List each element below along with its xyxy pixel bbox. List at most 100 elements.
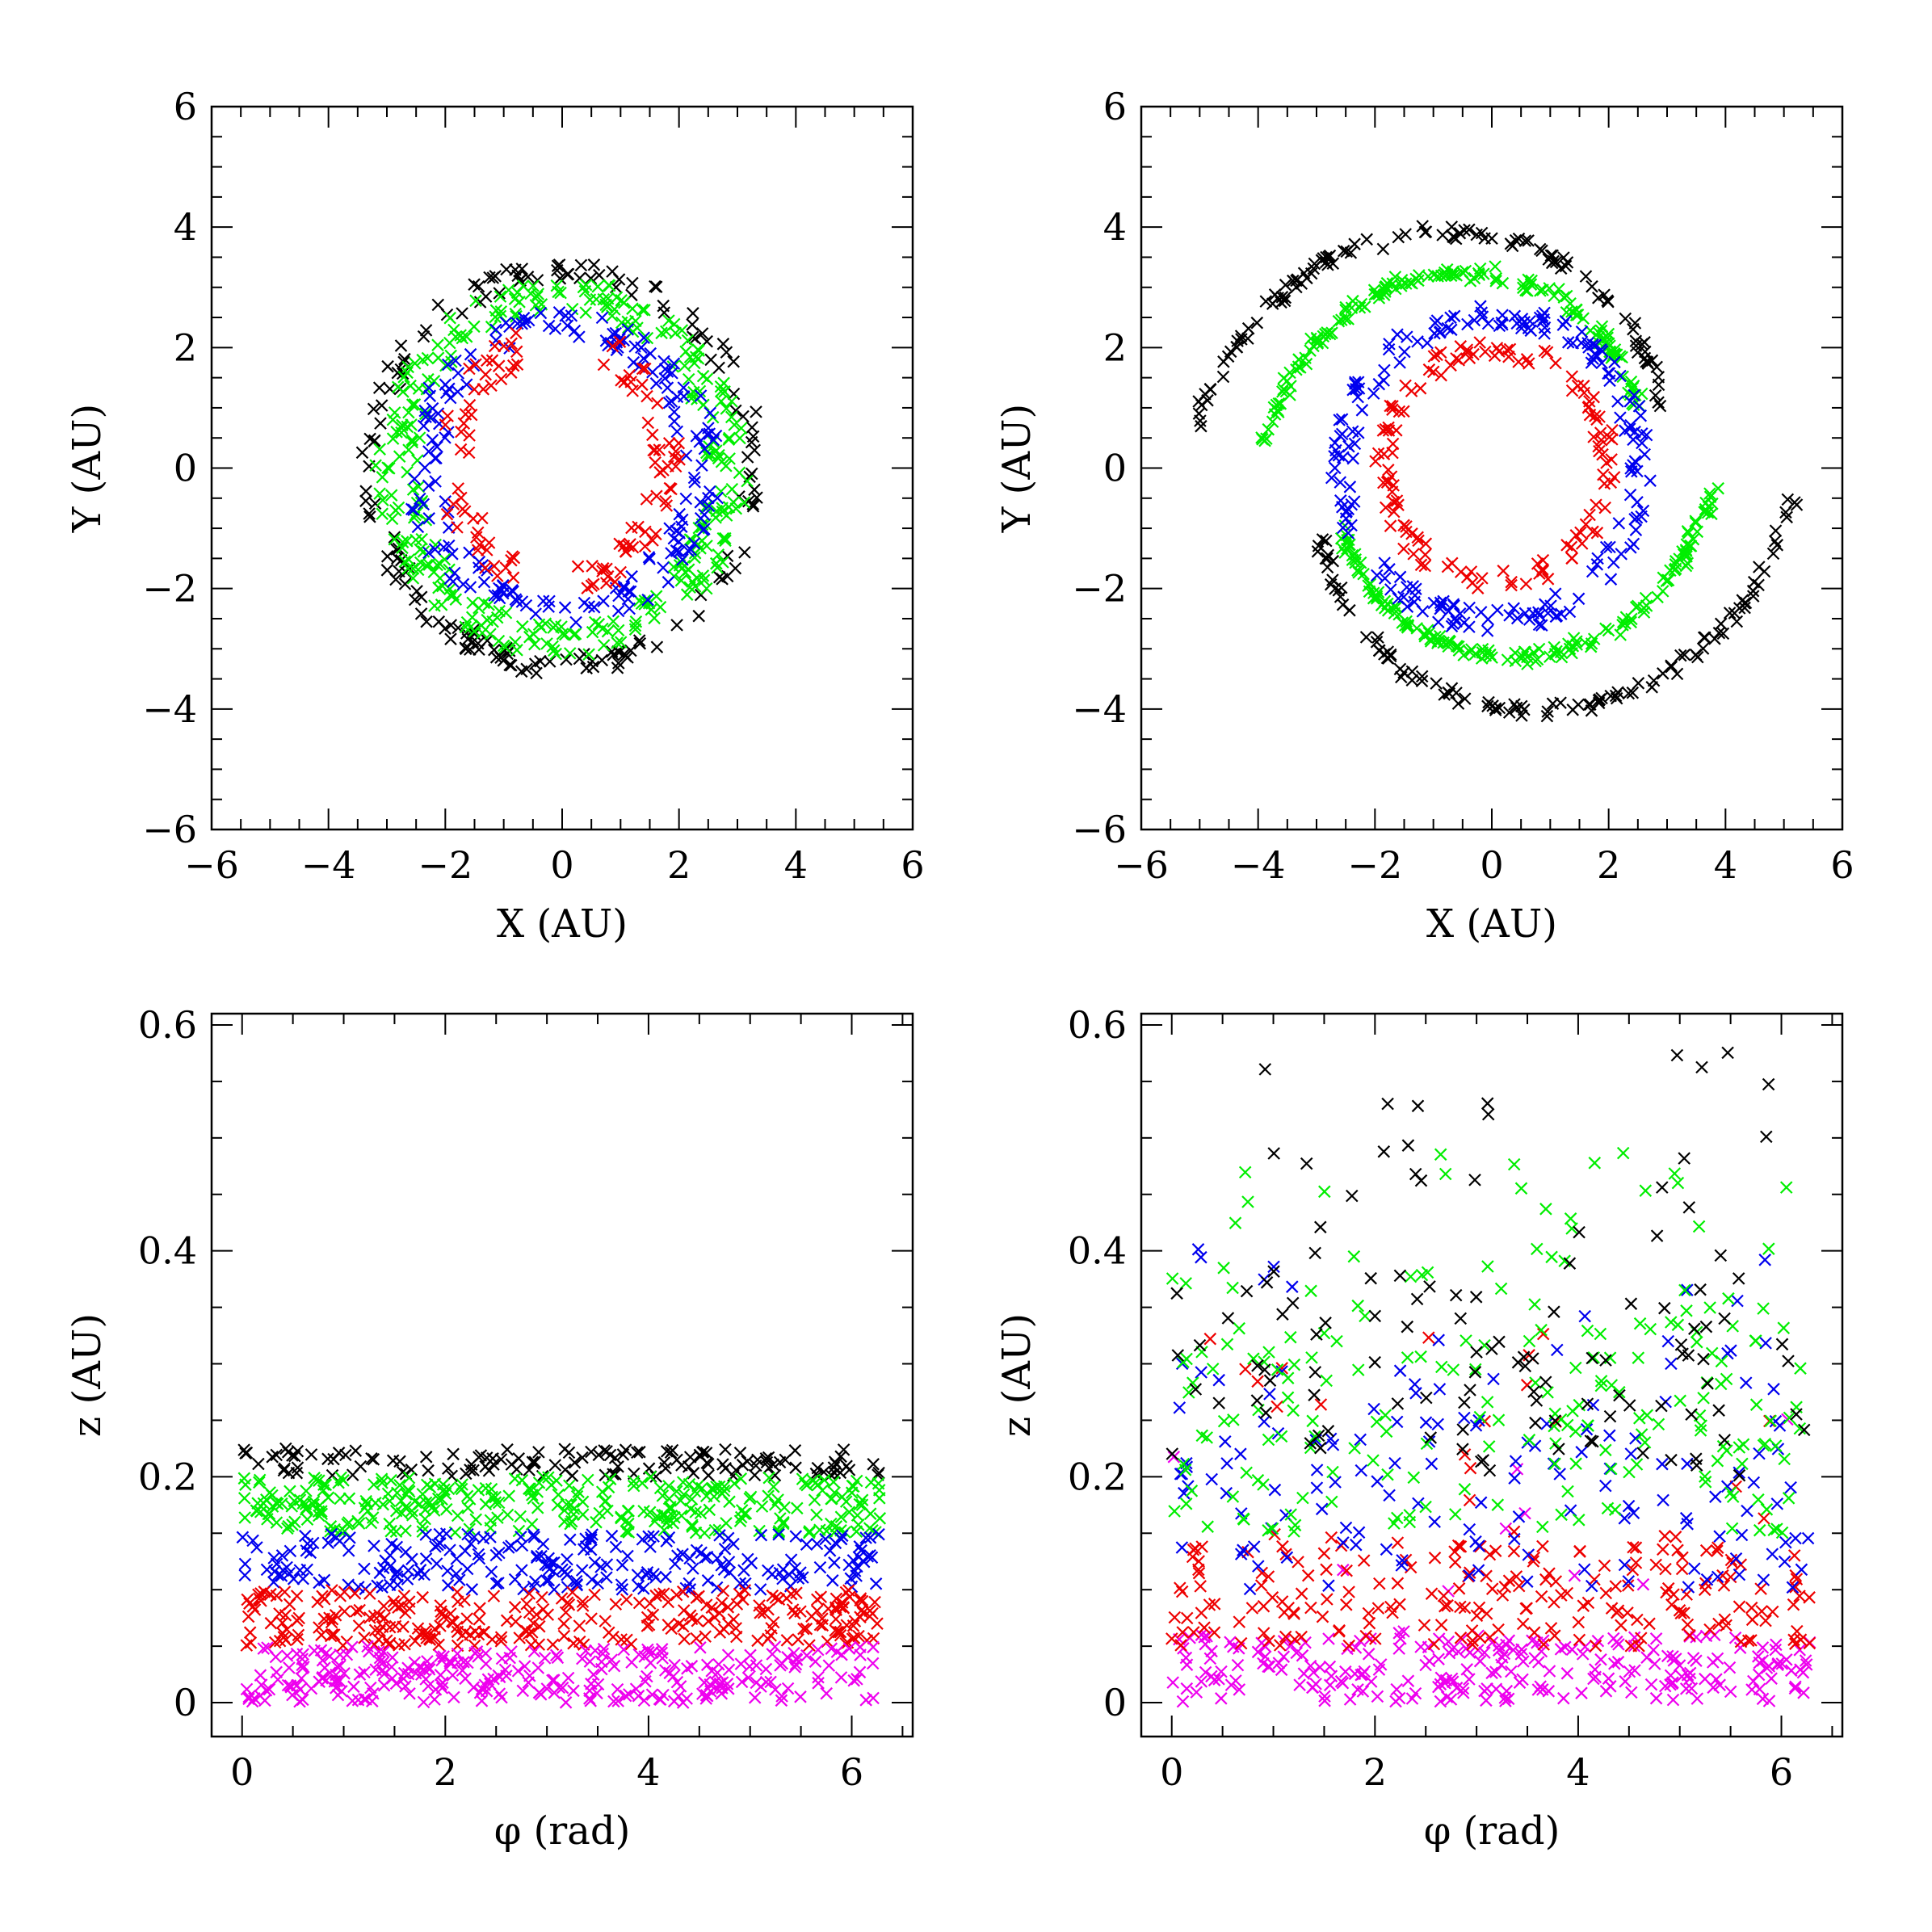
panel-z-evolved-red-point [1755,1605,1768,1618]
panel-z-initial-magenta-point [825,1642,838,1655]
panel-xy-evolved-black-point [1652,378,1665,392]
panel-xy-initial-red-point [608,575,622,589]
panel-xy-initial-red-point [457,417,471,430]
panel-xy-evolved-blue-point [1339,512,1353,525]
panel-xy-initial-red-point [669,445,682,458]
panel-z-initial-green-point [383,1517,396,1531]
panel-z-evolved-magenta-point [1685,1682,1699,1695]
panel-z-evolved-red-point [1234,1636,1248,1650]
panel-z-evolved-black-point [1682,1201,1696,1214]
panel-xy-evolved-blue-point [1378,556,1391,569]
panel-z-evolved-black-point [1258,1363,1271,1376]
panel-z-initial-magenta-point [854,1640,867,1653]
panel-xy-evolved-black-point [1445,220,1459,233]
panel-xy-evolved-blue-point [1434,598,1447,612]
panel-z-initial-magenta-point [296,1661,309,1675]
panel-z-initial-blue-point [682,1577,695,1590]
panel-xy-initial-black-point [414,590,428,603]
panel-z-initial-black-point [270,1448,283,1462]
panel-xy-evolved-black-point [1670,667,1684,681]
panel-z-initial-black-point [339,1448,352,1462]
panel-z-initial-blue-point [530,1551,544,1564]
panel-z-evolved-red-point [1555,1589,1568,1602]
panel-z-evolved-magenta-point [1275,1663,1288,1677]
panel-xy-initial-green-point [602,279,615,292]
panel-z-initial-black-point [733,1447,747,1460]
panel-z-initial-blue-point [527,1531,541,1544]
panel-xy-evolved-green-point [1379,285,1392,298]
panel-xy-initial-green-point [439,359,452,372]
panel-xy-initial-black-point [727,355,740,368]
panel-z-evolved-blue-point [1390,1415,1404,1429]
panel-xy-initial-green-point [697,573,711,586]
panel-z-initial-magenta-point [461,1656,474,1670]
panel-z-initial-green-point [850,1474,863,1488]
panel-z-evolved-green-point [1639,1184,1653,1197]
panel-xy-evolved-red-point [1386,437,1400,451]
panel-z-evolved-magenta-point [1358,1665,1371,1678]
panel-xy-initial-green-point [715,395,728,408]
panel-z-initial-red-point [460,1612,473,1625]
panel-xy-evolved-red-point [1407,548,1420,561]
panel-z-initial-red-point [567,1636,580,1650]
panel-xy-initial-green-point [678,359,691,372]
panel-z-initial-green-point [627,1479,640,1493]
panel-z-initial-red-point [863,1604,876,1617]
panel-z-initial-blue-point [844,1572,858,1586]
panel-xy-initial-blue-point [658,363,672,376]
panel-z-evolved-red-point [1266,1591,1279,1604]
panel-z-evolved-xtick-label: 4 [1566,1750,1590,1794]
panel-xy-evolved-blue-point [1614,411,1627,424]
panel-z-initial-ylabel: z (AU) [65,1313,110,1437]
panel-z-initial-green-point [728,1477,741,1490]
panel-z-evolved-blue-point [1739,1376,1753,1389]
panel-xy-evolved-ytick-label: −6 [1072,808,1127,851]
panel-xy-evolved-green-point [1418,628,1431,640]
panel-xy-evolved-black-point [1463,223,1476,237]
panel-z-initial-red-point [705,1601,719,1615]
panel-xy-initial-blue-point [658,372,672,385]
panel-xy-evolved-green-point [1592,326,1605,339]
panel-xy-evolved-green-point [1614,628,1627,641]
panel-xy-initial-black-point [464,643,477,656]
panel-xy-initial-green-point [401,561,414,575]
panel-z-initial-red-point [730,1598,744,1611]
panel-xy-initial-green-point [494,290,507,303]
panel-z-initial-blue-point [419,1528,432,1541]
panel-xy-evolved-black-point [1697,631,1711,645]
panel-z-initial-green-point [418,1512,431,1526]
panel-z-evolved-blue-point [1578,1309,1591,1323]
panel-xy-evolved-black-point [1716,627,1730,640]
panel-xy-evolved-blue-point [1382,342,1396,356]
panel-xy-evolved-green-point [1669,562,1682,576]
panel-z-initial-red-point [328,1628,341,1641]
panel-xy-evolved-black-point [1549,255,1563,269]
panel-xy-initial-red-point [510,345,523,359]
panel-xy-initial-black-point [431,298,445,312]
panel-z-initial-blue-point [671,1549,684,1562]
panel-xy-initial-black-point [486,271,500,284]
panel-z-evolved-magenta-point [1337,1563,1350,1577]
panel-z-evolved-red-point [1208,1626,1221,1639]
panel-z-evolved-magenta-point [1390,1682,1403,1696]
panel-z-initial-black-point [631,1446,644,1460]
panel-xy-initial-frame [210,105,914,831]
panel-xy-evolved-blue-point [1355,404,1369,417]
panel-z-evolved-green-point [1581,1324,1594,1338]
panel-z-initial-green-point [644,1470,657,1484]
panel-xy-initial-black-point [560,653,573,666]
panel-xy-initial-green-point [606,309,619,322]
panel-z-evolved-green-point [1179,1277,1192,1290]
panel-z-initial-red-point [353,1603,366,1617]
panel-z-initial-magenta-point [735,1675,749,1689]
panel-z-evolved-magenta-point [1480,1682,1493,1695]
panel-z-evolved-black-point [1656,1181,1669,1194]
panel-xy-evolved-blue-point [1333,414,1346,426]
panel-xy-evolved-red-point [1536,565,1549,578]
panel-z-evolved-blue-point [1472,1564,1485,1577]
panel-z-evolved-red-point [1295,1587,1308,1600]
panel-xy-initial-black-point [553,272,567,285]
panel-xy-evolved-black-point [1380,651,1394,665]
panel-xy-initial-green-point [589,615,602,629]
panel-z-evolved-black-point [1584,1434,1598,1447]
